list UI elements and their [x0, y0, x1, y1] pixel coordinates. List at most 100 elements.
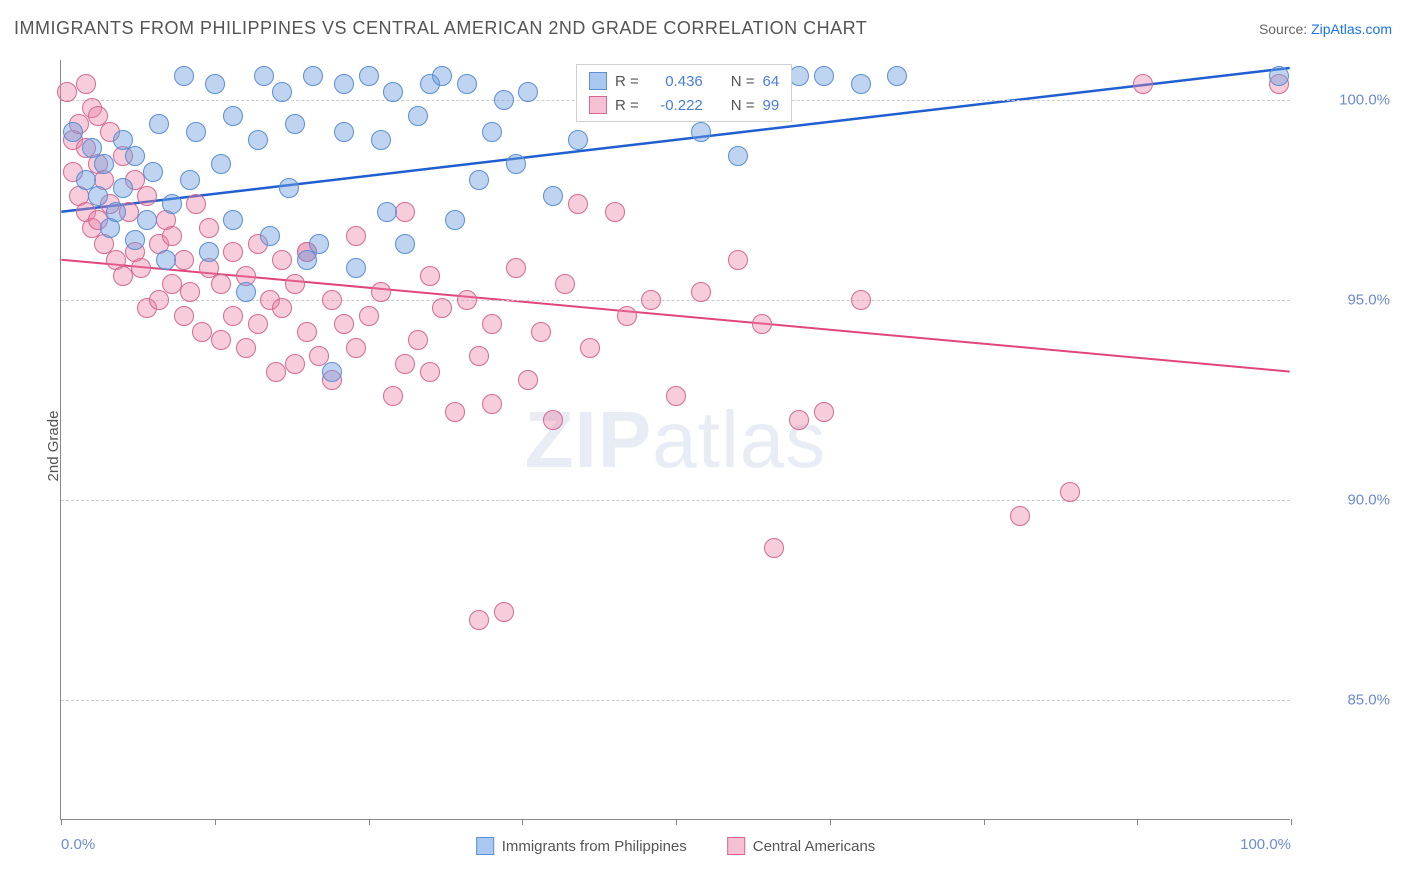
philippines-dot	[223, 210, 243, 230]
x-tick-mark	[984, 819, 985, 825]
y-tick-label: 85.0%	[1300, 692, 1390, 709]
central-dot	[408, 330, 428, 350]
philippines-dot	[174, 66, 194, 86]
philippines-dot	[205, 74, 225, 94]
central-dot	[432, 298, 452, 318]
r-value: 0.436	[647, 73, 703, 90]
n-value: 64	[763, 73, 780, 90]
philippines-dot	[180, 170, 200, 190]
central-dot	[285, 274, 305, 294]
x-tick-mark	[61, 819, 62, 825]
central-dot	[346, 226, 366, 246]
header: IMMIGRANTS FROM PHILIPPINES VS CENTRAL A…	[14, 18, 1392, 39]
philippines-dot	[125, 146, 145, 166]
central-dot	[555, 274, 575, 294]
philippines-dot	[272, 82, 292, 102]
philippines-dot	[88, 186, 108, 206]
philippines-dot	[377, 202, 397, 222]
legend-label: Central Americans	[753, 838, 876, 855]
legend-item: Central Americans	[727, 837, 876, 855]
philippines-dot	[728, 146, 748, 166]
legend-swatch	[476, 837, 494, 855]
philippines-dot	[334, 74, 354, 94]
x-tick-mark	[215, 819, 216, 825]
philippines-dot	[260, 226, 280, 246]
central-dot	[420, 266, 440, 286]
philippines-dot	[1269, 66, 1289, 86]
central-dot	[248, 314, 268, 334]
central-dot	[76, 74, 96, 94]
plot-area: ZIPatlas 85.0%90.0%95.0%100.0%0.0%100.0%…	[60, 60, 1290, 820]
central-dot	[752, 314, 772, 334]
source-label: Source: ZipAtlas.com	[1259, 21, 1392, 37]
central-dot	[272, 250, 292, 270]
central-dot	[223, 306, 243, 326]
philippines-dot	[149, 114, 169, 134]
philippines-dot	[395, 234, 415, 254]
central-dot	[728, 250, 748, 270]
central-dot	[137, 186, 157, 206]
x-tick-mark	[830, 819, 831, 825]
central-dot	[482, 394, 502, 414]
correlation-legend: R =0.436N =64R =-0.222N =99	[576, 64, 792, 122]
philippines-dot	[814, 66, 834, 86]
central-dot	[789, 410, 809, 430]
x-tick-mark	[676, 819, 677, 825]
source-link[interactable]: ZipAtlas.com	[1311, 21, 1392, 37]
philippines-dot	[383, 82, 403, 102]
philippines-dot	[248, 130, 268, 150]
philippines-dot	[106, 202, 126, 222]
philippines-dot	[691, 122, 711, 142]
central-dot	[113, 266, 133, 286]
legend-row: R =-0.222N =99	[577, 93, 791, 117]
philippines-dot	[236, 282, 256, 302]
central-dot	[174, 306, 194, 326]
philippines-dot	[482, 122, 502, 142]
philippines-dot	[334, 122, 354, 142]
r-value: -0.222	[647, 97, 703, 114]
central-dot	[568, 194, 588, 214]
philippines-dot	[494, 90, 514, 110]
philippines-dot	[432, 66, 452, 86]
central-dot	[395, 202, 415, 222]
central-dot	[1010, 506, 1030, 526]
central-dot	[383, 386, 403, 406]
central-dot	[334, 314, 354, 334]
gridline	[61, 700, 1290, 701]
philippines-dot	[137, 210, 157, 230]
central-dot	[814, 402, 834, 422]
y-tick-label: 90.0%	[1300, 492, 1390, 509]
central-dot	[346, 338, 366, 358]
philippines-dot	[371, 130, 391, 150]
philippines-dot	[322, 362, 342, 382]
central-dot	[272, 298, 292, 318]
central-dot	[494, 602, 514, 622]
philippines-dot	[469, 170, 489, 190]
legend-item: Immigrants from Philippines	[476, 837, 687, 855]
philippines-dot	[279, 178, 299, 198]
central-dot	[211, 274, 231, 294]
philippines-dot	[543, 186, 563, 206]
watermark: ZIPatlas	[525, 394, 826, 486]
legend-row: R =0.436N =64	[577, 69, 791, 93]
central-dot	[266, 362, 286, 382]
series-legend: Immigrants from Philippines Central Ameri…	[476, 837, 876, 855]
philippines-dot	[143, 162, 163, 182]
philippines-dot	[303, 66, 323, 86]
legend-label: Immigrants from Philippines	[502, 838, 687, 855]
central-dot	[518, 370, 538, 390]
central-dot	[57, 82, 77, 102]
central-dot	[531, 322, 551, 342]
central-dot	[580, 338, 600, 358]
trend-lines	[61, 60, 1290, 819]
y-tick-label: 95.0%	[1300, 292, 1390, 309]
legend-swatch	[589, 96, 607, 114]
central-dot	[641, 290, 661, 310]
x-tick-mark	[1291, 819, 1292, 825]
philippines-dot	[162, 194, 182, 214]
central-dot	[211, 330, 231, 350]
central-dot	[297, 322, 317, 342]
philippines-dot	[254, 66, 274, 86]
central-dot	[395, 354, 415, 374]
x-tick-label: 100.0%	[1240, 836, 1291, 853]
